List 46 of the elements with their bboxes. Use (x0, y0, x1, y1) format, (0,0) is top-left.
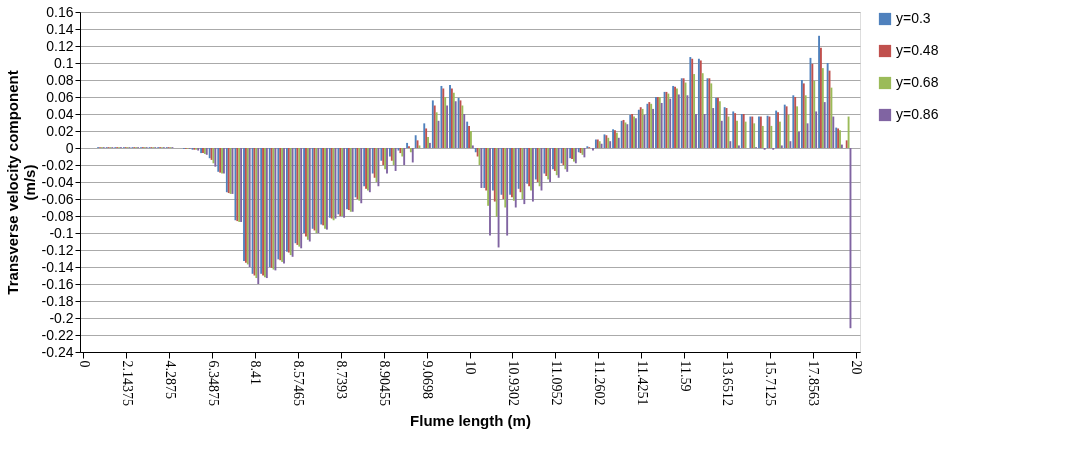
x-tick-label: 10.9302 (505, 360, 521, 406)
y-tick-label: -0.14 (41, 258, 74, 275)
y-tick-label: 0.02 (46, 122, 74, 139)
y-tick-label: -0.18 (41, 292, 74, 309)
x-axis-title: Flume length (m) (410, 412, 531, 429)
legend-label: y=0.48 (896, 42, 939, 58)
x-tick-label: 2.14375 (119, 360, 135, 406)
y-tick-label: -0.1 (49, 224, 74, 241)
x-tick-label: 20 (849, 360, 865, 375)
x-tick-label: 13.6512 (720, 360, 736, 406)
x-tick-label: 8.7393 (334, 360, 350, 399)
x-tick-label: 10 (463, 360, 478, 375)
y-tick-label: 0 (65, 139, 74, 156)
y-tick-label: 0.12 (46, 37, 74, 54)
y-tick-label: 0.06 (46, 88, 74, 105)
y-tick-label: -0.22 (41, 326, 74, 343)
x-tick-label: 11.2602 (591, 360, 607, 406)
y-tick-label: -0.12 (41, 241, 74, 258)
y-tick-label: -0.24 (41, 343, 74, 360)
x-tick-label: 11.59 (677, 360, 693, 392)
y-tick-label: -0.06 (41, 190, 74, 207)
legend-label: y=0.86 (896, 106, 939, 122)
x-tick-label: 11.0952 (548, 360, 564, 406)
y-tick-label: 0.04 (46, 105, 74, 122)
y-tick-label: 0.14 (46, 20, 74, 37)
y-tick-label: -0.04 (41, 173, 74, 190)
x-tick-label: 4.2875 (162, 360, 178, 399)
legend-label: y=0.3 (896, 10, 931, 26)
y-tick-label: -0.16 (41, 275, 74, 292)
y-tick-label: 0.1 (54, 54, 74, 71)
y-tick-label: 0.08 (46, 71, 74, 88)
y-tick-label: -0.08 (41, 207, 74, 224)
y-tick-label: -0.2 (49, 309, 74, 326)
x-tick-label: 8.90455 (377, 360, 393, 406)
x-tick-label: 9.0698 (420, 360, 436, 399)
x-tick-label: 11.4251 (634, 360, 650, 406)
legend-label: y=0.68 (896, 74, 939, 90)
y-axis-title: Transverse velocity component (m/s) (3, 70, 38, 295)
y-tick-label: -0.02 (41, 156, 74, 173)
x-tick-label: 8.57465 (291, 360, 307, 406)
x-tick-label: 15.7125 (763, 360, 779, 406)
x-tick-label: 17.8563 (806, 360, 822, 406)
y-tick-label: 0.16 (46, 3, 74, 20)
x-tick-label: 0 (76, 360, 92, 368)
x-tick-label: 8.41 (248, 360, 264, 385)
x-tick-label: 6.34875 (205, 360, 221, 406)
